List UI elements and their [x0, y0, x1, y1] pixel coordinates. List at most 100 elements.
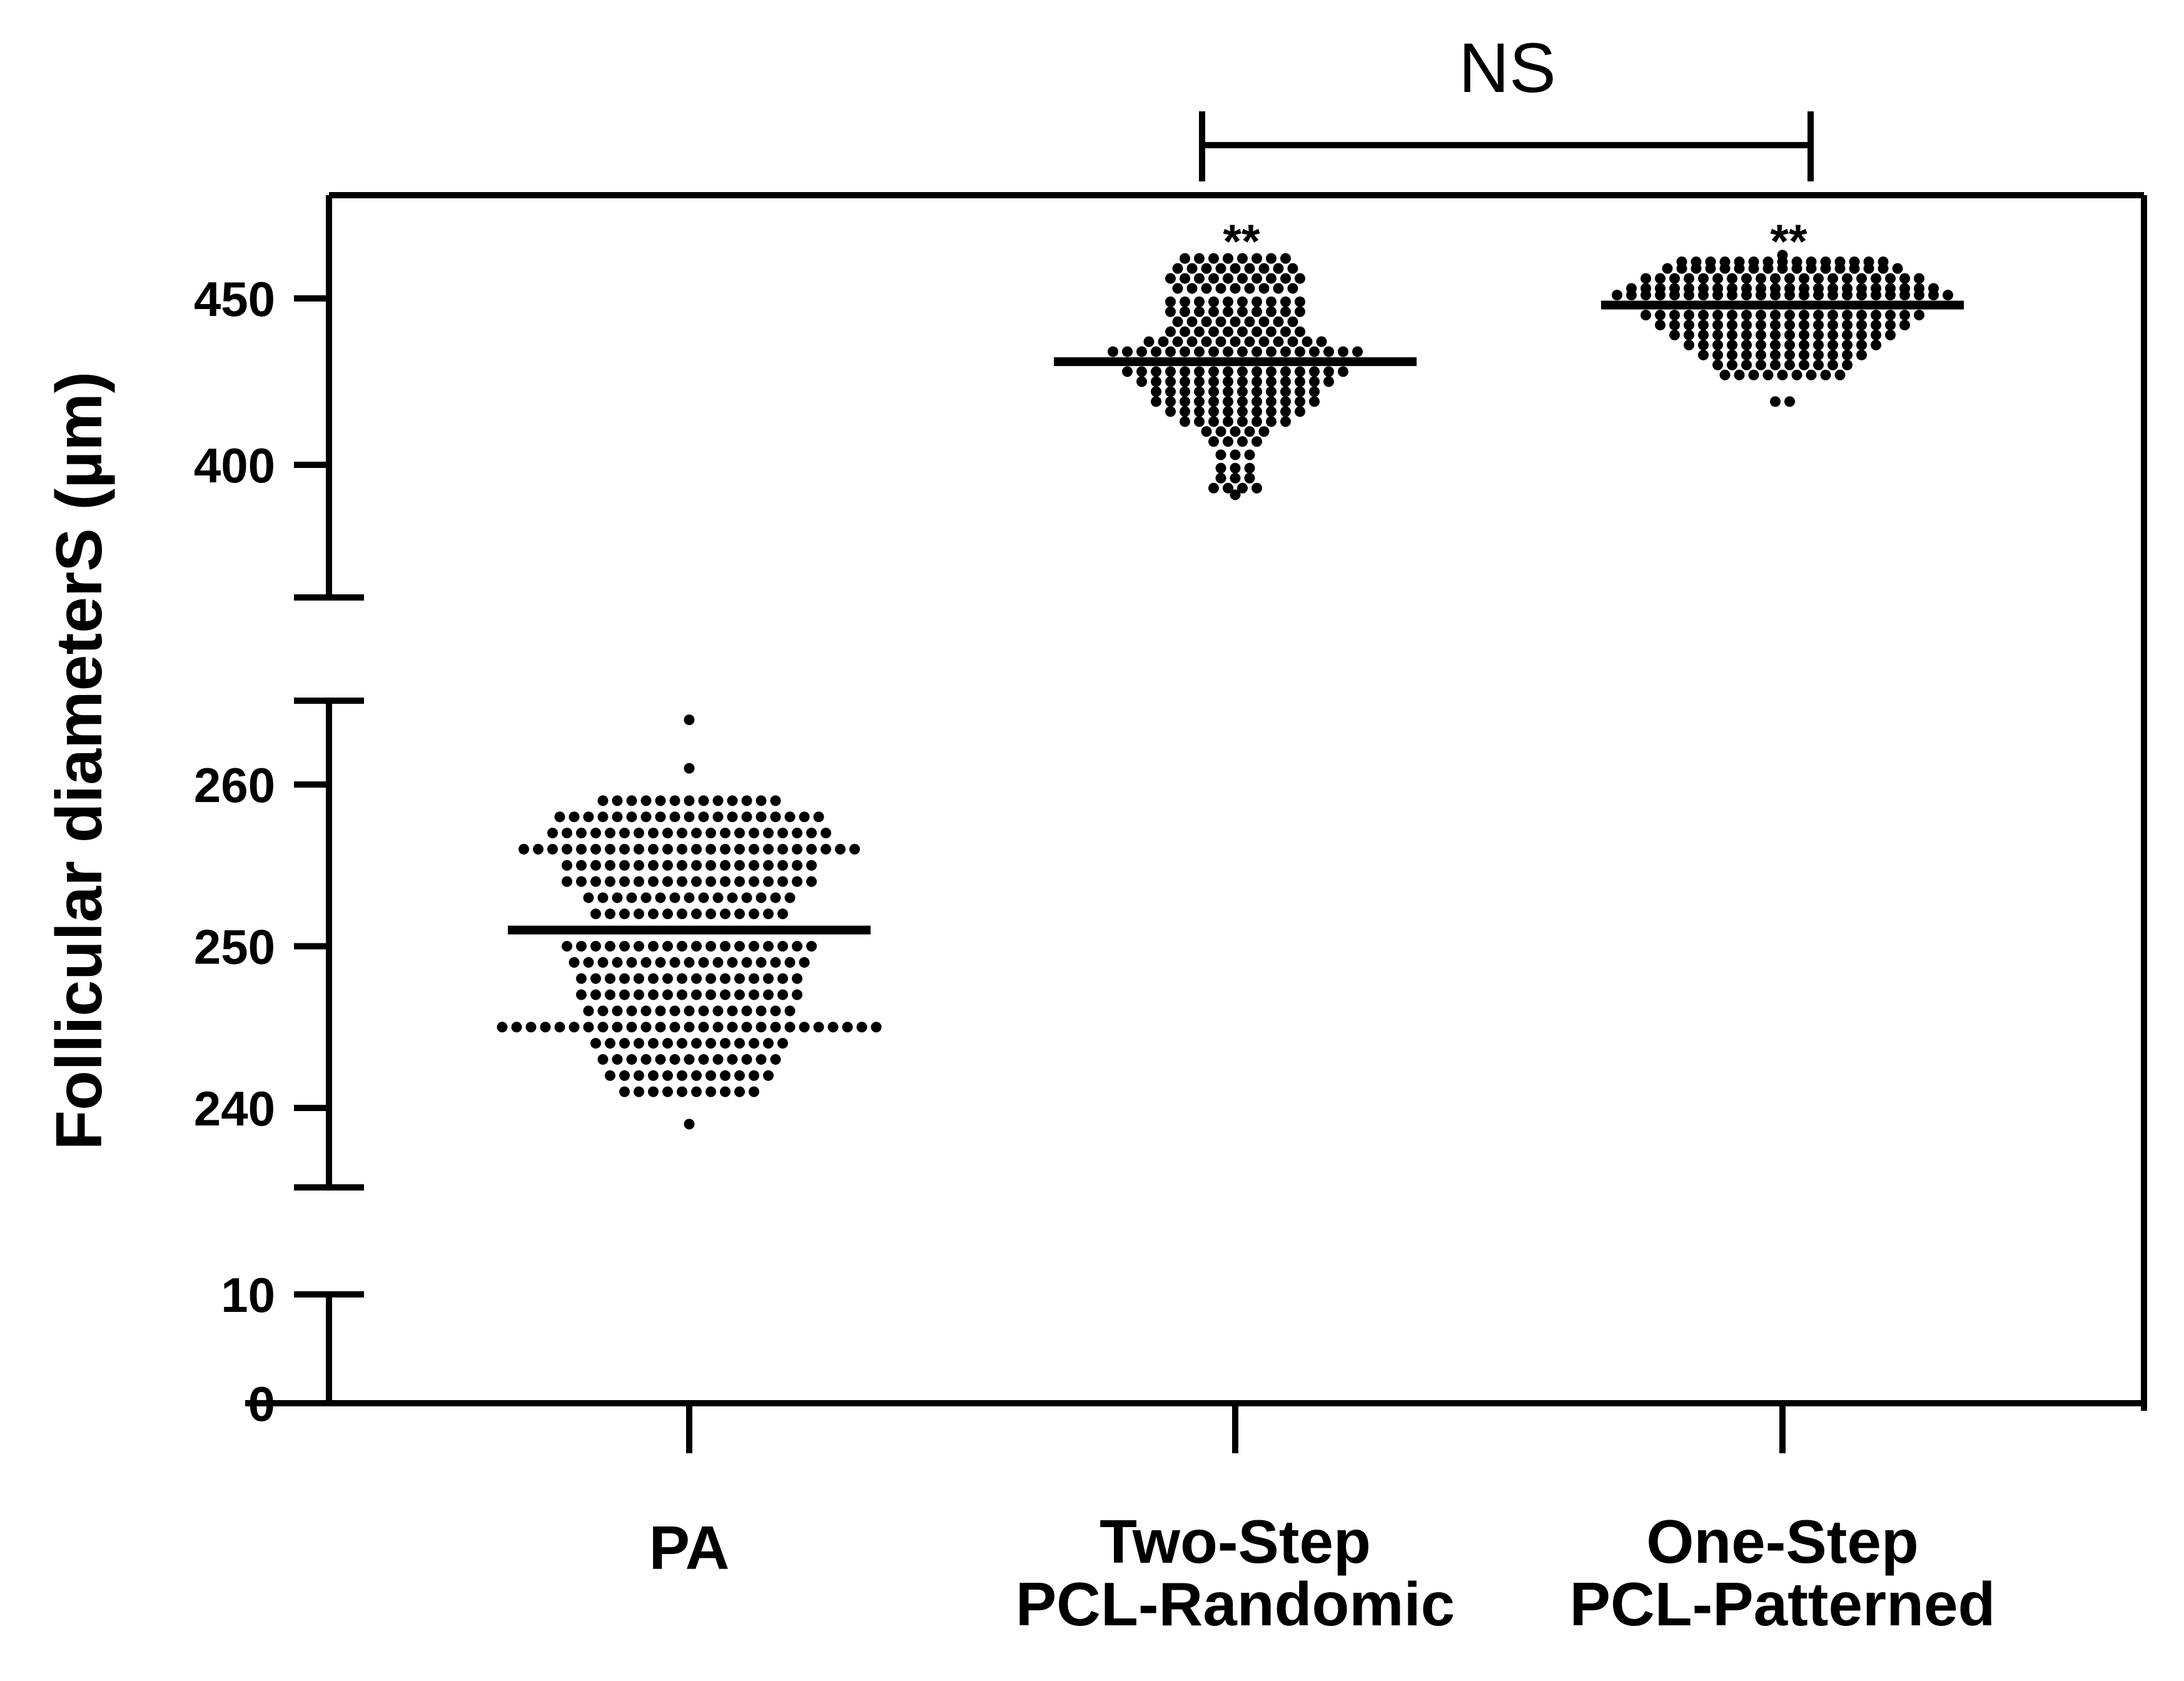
data-point	[669, 957, 680, 968]
data-point	[626, 811, 637, 823]
data-point	[1712, 273, 1723, 284]
data-point	[1223, 273, 1233, 284]
data-point	[626, 892, 637, 903]
data-point	[1237, 253, 1248, 264]
data-point	[1194, 253, 1205, 264]
data-point	[1208, 416, 1219, 427]
data-point	[705, 828, 716, 839]
data-point	[1684, 330, 1694, 341]
data-point	[1323, 366, 1334, 377]
data-point	[1834, 369, 1846, 380]
data-point	[1626, 290, 1637, 301]
data-point	[691, 941, 702, 952]
y-tick-label: 450	[194, 272, 275, 327]
x-category-label: PCL-Patterned	[1570, 1570, 1996, 1638]
data-point	[1122, 346, 1133, 357]
data-point	[634, 843, 644, 855]
data-point	[712, 1022, 724, 1033]
data-point	[1280, 386, 1291, 397]
data-point	[677, 973, 687, 984]
data-point	[691, 1086, 702, 1097]
data-point	[605, 973, 615, 984]
data-point	[756, 892, 767, 903]
data-point	[691, 860, 702, 871]
data-point	[712, 1005, 724, 1017]
data-point	[698, 1022, 709, 1033]
data-point	[1748, 263, 1759, 274]
data-point	[1165, 296, 1176, 307]
data-point	[626, 795, 637, 806]
data-point	[1258, 263, 1270, 274]
data-point	[562, 860, 572, 871]
data-point	[619, 876, 630, 887]
data-point	[1842, 359, 1853, 370]
data-point	[1194, 346, 1205, 357]
data-point	[1655, 310, 1666, 321]
data-point	[569, 1022, 580, 1033]
data-point	[1727, 273, 1737, 284]
data-point	[662, 1086, 673, 1097]
data-point	[1813, 273, 1824, 284]
data-point	[1237, 436, 1248, 447]
data-point	[734, 989, 745, 1000]
data-point	[1727, 310, 1737, 321]
data-point	[749, 1038, 759, 1049]
data-point	[669, 795, 680, 806]
data-point	[1201, 426, 1212, 437]
data-point	[669, 1054, 680, 1065]
data-point	[1172, 316, 1183, 327]
data-point	[1712, 330, 1723, 341]
data-point	[1871, 273, 1881, 284]
data-point	[1215, 283, 1226, 294]
data-point	[1741, 330, 1752, 341]
data-point	[1676, 263, 1687, 274]
data-point	[1237, 273, 1248, 284]
data-point	[1669, 330, 1680, 341]
data-point	[655, 957, 666, 968]
data-point	[619, 828, 630, 839]
data-point	[806, 941, 817, 952]
data-point	[1208, 346, 1219, 357]
significance-label: **	[1770, 215, 1807, 268]
data-point	[777, 973, 788, 984]
data-point	[640, 892, 652, 903]
data-point	[662, 828, 673, 839]
data-point	[677, 941, 687, 952]
data-point	[763, 973, 774, 984]
data-point	[576, 843, 587, 855]
data-point	[655, 1022, 666, 1033]
data-point	[1741, 339, 1752, 350]
data-point	[1251, 376, 1262, 387]
data-point	[720, 1038, 731, 1049]
data-point	[1323, 376, 1334, 387]
data-point	[1914, 273, 1924, 284]
data-point	[1323, 346, 1334, 357]
data-point	[1885, 330, 1896, 341]
data-point	[590, 1038, 601, 1049]
data-point	[1258, 426, 1270, 437]
data-point	[1280, 406, 1291, 417]
data-point	[727, 1054, 738, 1065]
data-point	[1928, 290, 1939, 301]
data-point	[770, 957, 781, 968]
data-point	[1641, 310, 1651, 321]
data-point	[1719, 263, 1731, 274]
data-point	[1655, 320, 1666, 331]
data-point	[1266, 273, 1277, 284]
data-point	[662, 973, 673, 984]
data-point	[792, 828, 802, 839]
data-point	[727, 892, 738, 903]
data-point	[1828, 349, 1838, 360]
data-point	[634, 973, 644, 984]
data-point	[1338, 346, 1348, 357]
data-point	[734, 828, 745, 839]
data-point	[734, 1086, 745, 1097]
data-point	[1266, 416, 1277, 427]
data-point	[691, 908, 702, 920]
data-point	[1834, 263, 1846, 274]
data-point	[1784, 359, 1795, 370]
data-point	[749, 828, 759, 839]
data-point	[655, 795, 666, 806]
data-point	[720, 908, 731, 920]
data-point	[669, 811, 680, 823]
